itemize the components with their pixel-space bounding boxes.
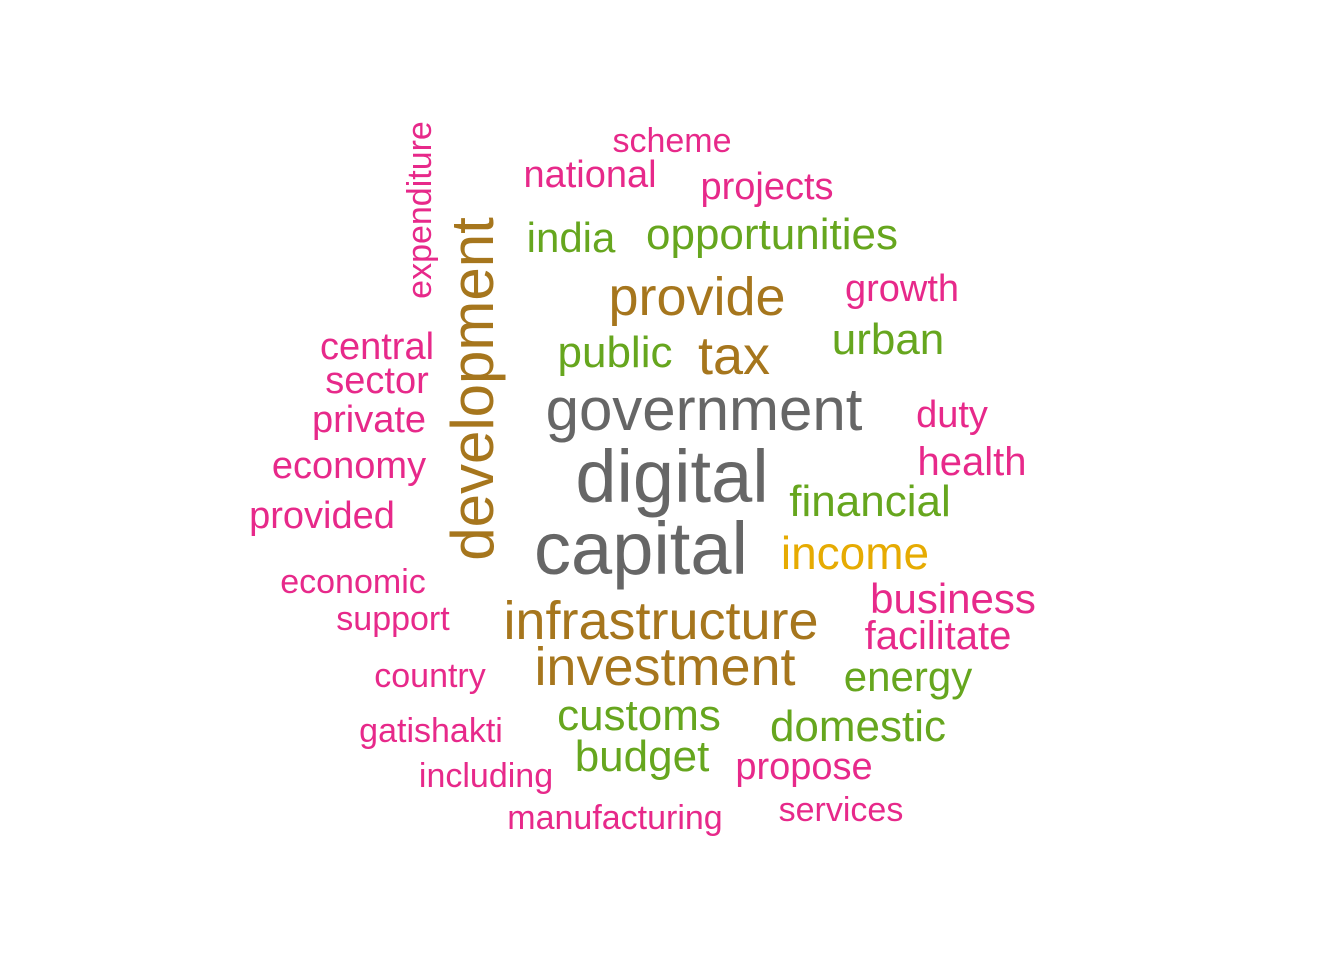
word-provide: provide <box>608 267 786 327</box>
word-country: country <box>374 657 486 695</box>
word-expenditure: expenditure <box>401 121 439 299</box>
word-private: private <box>311 399 427 441</box>
word-scheme: scheme <box>612 122 732 160</box>
word-gatishakti: gatishakti <box>359 712 503 750</box>
word-projects: projects <box>700 166 834 208</box>
word-national: national <box>523 154 657 196</box>
word-central: central <box>319 326 435 368</box>
word-urban: urban <box>831 315 945 364</box>
word-duty: duty <box>916 394 988 436</box>
word-health: health <box>917 440 1027 484</box>
word-infrastructure: infrastructure <box>503 591 819 651</box>
word-business: business <box>870 575 1036 622</box>
word-energy: energy <box>843 653 973 700</box>
word-financial: financial <box>789 477 951 526</box>
word-capital: capital <box>534 507 748 590</box>
word-facilitate: facilitate <box>864 614 1012 658</box>
word-economy: economy <box>271 445 427 487</box>
word-opportunities: opportunities <box>646 210 898 259</box>
word-income: income <box>780 527 930 579</box>
word-sector: sector <box>325 360 429 402</box>
word-economic: economic <box>280 563 426 601</box>
word-tax: tax <box>697 326 771 386</box>
word-manufacturing: manufacturing <box>507 799 723 837</box>
word-development: development <box>439 217 506 561</box>
word-provided: provided <box>249 495 395 537</box>
word-support: support <box>336 600 450 638</box>
word-services: services <box>778 791 904 829</box>
word-india: india <box>526 214 616 261</box>
word-budget: budget <box>574 732 710 781</box>
word-investment: investment <box>534 637 796 697</box>
word-public: public <box>557 328 673 377</box>
word-government: government <box>545 376 863 443</box>
word-propose: propose <box>735 746 873 788</box>
word-domestic: domestic <box>769 702 947 751</box>
word-customs: customs <box>557 691 721 740</box>
word-growth: growth <box>844 268 960 310</box>
word-including: including <box>418 757 554 795</box>
word-digital: digital <box>575 435 769 518</box>
